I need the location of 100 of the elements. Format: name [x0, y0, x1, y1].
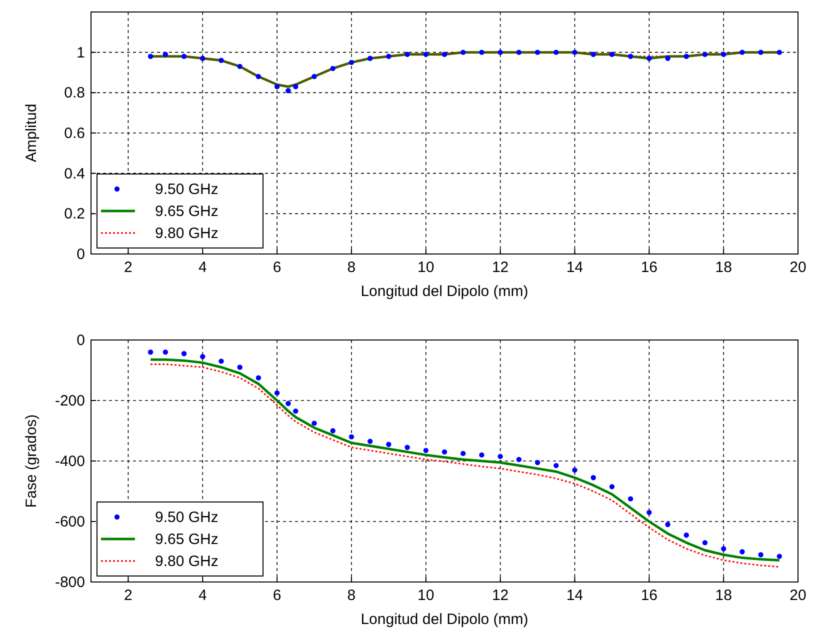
- point: [740, 50, 745, 55]
- point: [479, 50, 484, 55]
- point: [286, 88, 291, 94]
- point: [442, 449, 448, 455]
- point: [609, 52, 615, 57]
- y-tick-label: 1: [76, 44, 85, 62]
- y-tick-label: 0.4: [64, 165, 85, 182]
- x-tick-label: 16: [640, 259, 658, 276]
- point: [590, 475, 596, 480]
- x-tick-label: 8: [347, 587, 356, 604]
- point: [348, 60, 354, 66]
- point: [200, 56, 206, 61]
- point: [286, 400, 291, 406]
- point: [665, 56, 670, 61]
- point: [330, 428, 336, 434]
- y-tick-label: 0.6: [64, 125, 85, 142]
- y-axis-title: Amplitud: [23, 104, 40, 162]
- y-tick-label: 0.2: [64, 206, 85, 223]
- x-tick-label: 2: [124, 587, 132, 604]
- legend-label: 9.65 GHz: [155, 203, 218, 220]
- point: [293, 408, 298, 414]
- x-tick-label: 4: [198, 587, 207, 604]
- point: [572, 467, 578, 473]
- point: [460, 450, 466, 456]
- x-tick-label: 6: [272, 259, 282, 276]
- point: [572, 50, 578, 55]
- point: [516, 50, 522, 55]
- point: [498, 454, 503, 460]
- x-tick-label: 16: [640, 587, 658, 604]
- x-tick-label: 18: [715, 259, 732, 276]
- point: [256, 74, 262, 80]
- point: [274, 84, 280, 90]
- x-tick-label: 2: [124, 259, 132, 276]
- x-tick-label: 8: [347, 259, 356, 276]
- x-tick-label: 10: [418, 587, 434, 604]
- y-axis-title: Fase (grados): [23, 414, 40, 508]
- point: [181, 351, 187, 356]
- x-axis-title: Longitud del Dipolo (mm): [360, 611, 528, 628]
- point: [256, 375, 262, 380]
- point: [404, 444, 410, 450]
- point: [516, 456, 522, 462]
- x-tick-label: 14: [566, 259, 584, 276]
- legend-label: 9.50 GHz: [155, 181, 218, 198]
- point: [628, 496, 634, 502]
- y-tick-label: -400: [54, 453, 85, 470]
- point: [148, 54, 154, 59]
- point: [646, 56, 652, 61]
- point: [312, 74, 317, 80]
- point: [237, 64, 242, 70]
- point: [148, 350, 154, 355]
- point: [720, 546, 726, 552]
- point: [684, 532, 689, 538]
- y-tick-label: 0.8: [64, 84, 85, 102]
- point: [423, 448, 428, 454]
- point: [554, 50, 559, 55]
- point: [442, 52, 448, 57]
- point: [386, 54, 392, 59]
- point: [665, 522, 670, 528]
- legend-label: 9.80 GHz: [155, 225, 218, 242]
- y-tick-label: -800: [54, 574, 85, 591]
- x-tick-label: 6: [272, 587, 282, 604]
- point: [181, 54, 187, 59]
- point: [367, 56, 373, 61]
- x-tick-label: 14: [566, 587, 584, 604]
- x-tick-label: 12: [492, 259, 509, 276]
- point: [293, 84, 298, 90]
- point: [423, 52, 428, 57]
- point: [479, 452, 484, 458]
- x-tick-label: 18: [715, 587, 732, 604]
- point: [646, 510, 652, 516]
- point: [162, 350, 168, 355]
- point: [758, 552, 764, 558]
- legend-label: 9.65 GHz: [155, 531, 218, 548]
- y-tick-label: -200: [54, 392, 85, 410]
- point: [330, 66, 336, 72]
- point: [404, 52, 410, 57]
- point: [237, 364, 242, 370]
- legend-label: 9.50 GHz: [155, 509, 218, 526]
- point: [218, 358, 224, 364]
- point: [684, 54, 689, 59]
- x-tick-label: 10: [418, 259, 434, 276]
- x-tick-label: 20: [790, 259, 806, 276]
- point: [460, 50, 466, 55]
- point: [312, 420, 317, 426]
- legend-label: 9.80 GHz: [155, 553, 218, 570]
- x-tick-label: 12: [492, 587, 509, 604]
- point: [348, 434, 354, 440]
- point: [498, 50, 503, 55]
- point: [218, 58, 224, 63]
- y-tick-label: 0: [76, 246, 85, 263]
- point: [367, 438, 373, 444]
- point: [274, 390, 280, 396]
- point: [534, 50, 540, 55]
- point: [554, 462, 559, 468]
- x-tick-label: 4: [198, 259, 207, 276]
- x-tick-label: 20: [790, 587, 806, 604]
- point: [776, 554, 782, 559]
- point: [628, 54, 634, 59]
- point: [702, 52, 708, 57]
- point: [758, 50, 764, 55]
